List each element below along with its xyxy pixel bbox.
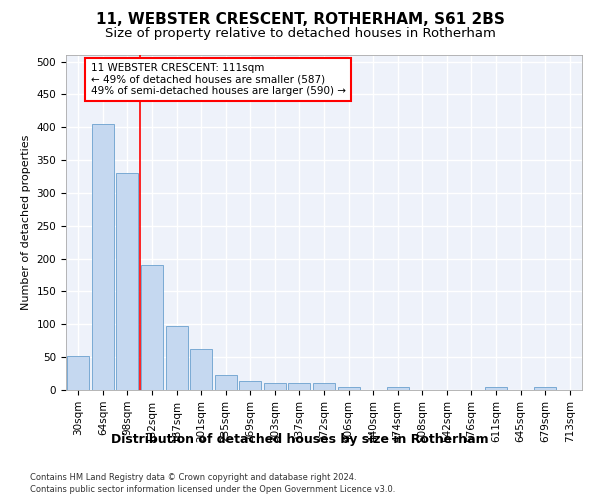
Bar	[313, 384, 335, 390]
Bar	[239, 381, 262, 390]
Text: Contains public sector information licensed under the Open Government Licence v3: Contains public sector information licen…	[30, 485, 395, 494]
Text: 11, WEBSTER CRESCENT, ROTHERHAM, S61 2BS: 11, WEBSTER CRESCENT, ROTHERHAM, S61 2BS	[95, 12, 505, 28]
Text: 11 WEBSTER CRESCENT: 111sqm
← 49% of detached houses are smaller (587)
49% of se: 11 WEBSTER CRESCENT: 111sqm ← 49% of det…	[91, 63, 346, 96]
Y-axis label: Number of detached properties: Number of detached properties	[21, 135, 31, 310]
Bar	[289, 384, 310, 390]
Bar	[141, 265, 163, 390]
Bar	[386, 388, 409, 390]
Text: Contains HM Land Registry data © Crown copyright and database right 2024.: Contains HM Land Registry data © Crown c…	[30, 472, 356, 482]
Bar	[534, 388, 556, 390]
Bar	[338, 386, 359, 390]
Bar	[264, 384, 286, 390]
Bar	[485, 388, 507, 390]
Bar	[116, 173, 139, 390]
Text: Size of property relative to detached houses in Rotherham: Size of property relative to detached ho…	[104, 28, 496, 40]
Bar	[67, 356, 89, 390]
Bar	[92, 124, 114, 390]
Bar	[190, 350, 212, 390]
Bar	[166, 326, 188, 390]
Bar	[215, 375, 237, 390]
Text: Distribution of detached houses by size in Rotherham: Distribution of detached houses by size …	[111, 432, 489, 446]
